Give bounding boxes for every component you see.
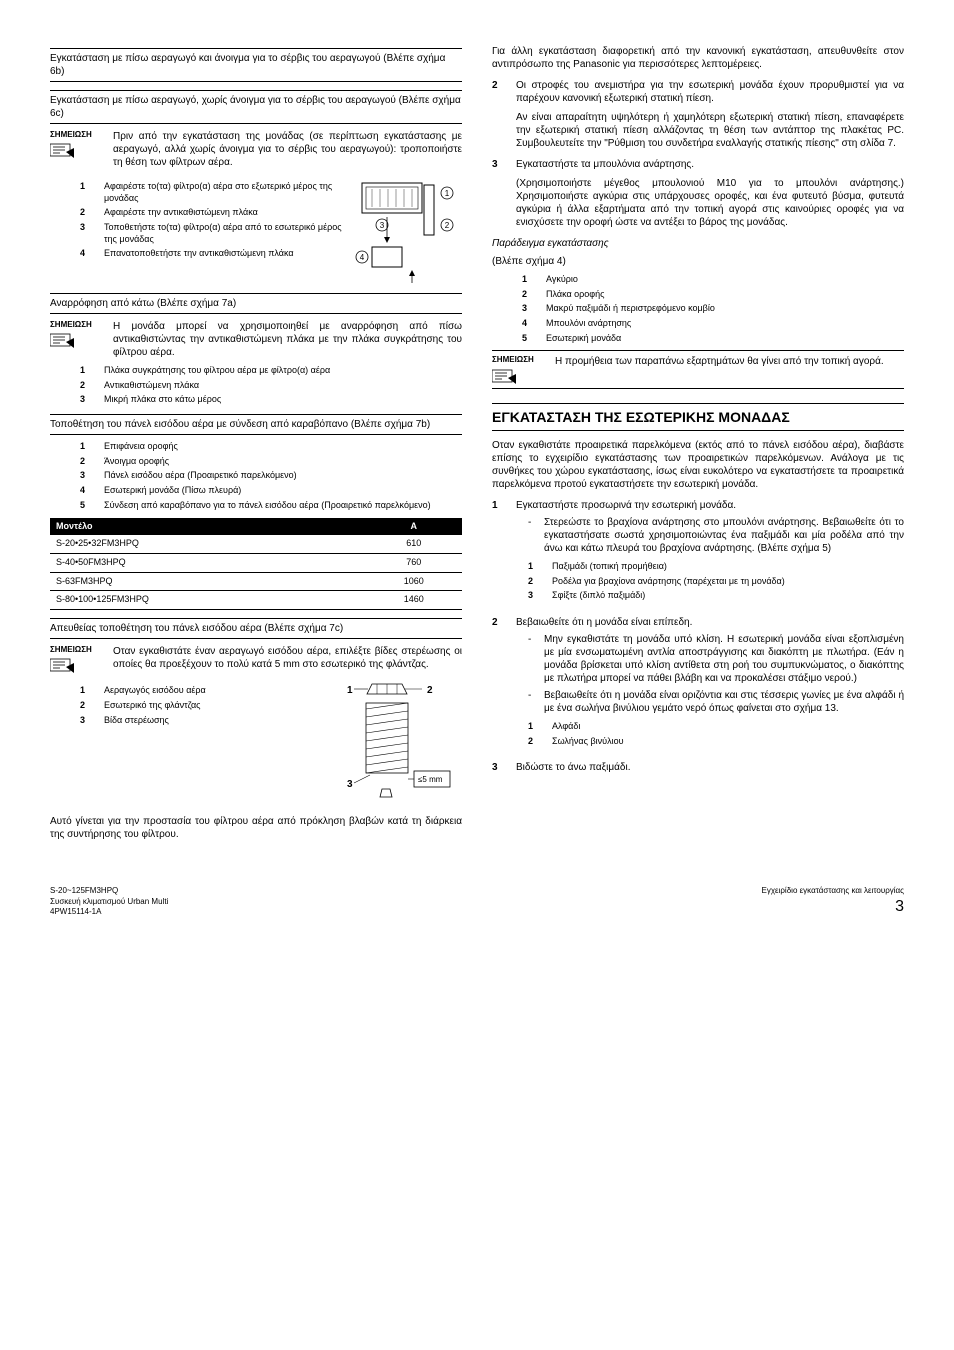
note-body: Οταν εγκαθιστάτε έναν αεραγωγό εισόδου α… (113, 645, 462, 671)
note-box: ΣΗΜΕΙΩΣΗ Η προμήθεια των παραπάνω εξαρτη… (492, 350, 904, 388)
svg-text:2: 2 (427, 685, 433, 696)
svg-text:3: 3 (380, 221, 385, 230)
step: 2 Οι στροφές του ανεμιστήρα για την εσωτ… (492, 79, 904, 150)
note-label: ΣΗΜΕΙΩΣΗ (492, 355, 547, 365)
main-heading: ΕΓΚΑΤΑΣΤΑΣΗ ΤΗΣ ΕΣΩΤΕΡΙΚΗΣ ΜΟΝΑΔΑΣ (492, 403, 904, 431)
filter-diagram: 1 3 2 4 (352, 175, 462, 285)
svg-text:1: 1 (445, 189, 450, 198)
footer-product: Συσκευή κλιματισμού Urban Multi (50, 897, 168, 907)
note-box: ΣΗΜΕΙΩΣΗ Οταν εγκαθιστάτε έναν αεραγωγό … (50, 645, 462, 673)
body-text: Για άλλη εγκατάσταση διαφορετική από την… (492, 45, 904, 71)
table-header: Μοντέλο (50, 518, 366, 536)
svg-text:3: 3 (347, 779, 353, 790)
footer-docnum: 4PW15114-1A (50, 907, 168, 917)
model-table: Μοντέλο A S-20•25•32FM3HPQ610 S-40•50FM3… (50, 518, 462, 610)
note-icon (50, 657, 74, 673)
note-icon (492, 368, 516, 384)
svg-text:≤5 mm: ≤5 mm (418, 775, 443, 784)
section-header: Τοποθέτηση του πάνελ εισόδου αέρα με σύν… (50, 414, 462, 435)
note-box: ΣΗΜΕΙΩΣΗ Η μονάδα μπορεί να χρησιμοποιηθ… (50, 320, 462, 359)
table-row: S-80•100•125FM3HPQ1460 (50, 591, 462, 610)
table-row: S-63FM3HPQ1060 (50, 572, 462, 591)
svg-text:4: 4 (360, 253, 365, 262)
section-header: Εγκατάσταση με πίσω αεραγωγό, χωρίς άνοι… (50, 90, 462, 124)
table-header: A (366, 518, 462, 536)
example-ref: (Βλέπε σχήμα 4) (492, 255, 904, 268)
section-header: Απευθείας τοποθέτηση του πάνελ εισόδου α… (50, 618, 462, 639)
step: 2 Βεβαιωθείτε ότι η μονάδα είναι επίπεδη… (492, 616, 904, 753)
note-label: ΣΗΜΕΙΩΣΗ (50, 320, 105, 330)
note-body: Η μονάδα μπορεί να χρησιμοποιηθεί με ανα… (113, 320, 462, 359)
table-row: S-20•25•32FM3HPQ610 (50, 535, 462, 553)
section-header: Αναρρόφηση από κάτω (Βλέπε σχήμα 7a) (50, 293, 462, 314)
table-row: S-40•50FM3HPQ760 (50, 553, 462, 572)
step: 3 Εγκαταστήστε τα μπουλόνια ανάρτησης. (… (492, 158, 904, 229)
note-body: Η προμήθεια των παραπάνω εξαρτημάτων θα … (555, 355, 904, 368)
section-header: Εγκατάσταση με πίσω αεραγωγό και άνοιγμα… (50, 48, 462, 82)
body-text: Οταν εγκαθιστάτε προαιρετικά παρελκόμενα… (492, 439, 904, 491)
numbered-list: 1Αφαιρέστε το(τα) φίλτρο(α) αέρα στο εξω… (80, 181, 342, 260)
note-body: Πριν από την εγκατάσταση της μονάδας (σε… (113, 130, 462, 169)
svg-text:1: 1 (347, 685, 353, 696)
note-label: ΣΗΜΕΙΩΣΗ (50, 645, 105, 655)
numbered-list: 1Αγκύριο 2Πλάκα οροφής 3Μακρύ παξιμάδι ή… (522, 274, 904, 344)
numbered-list: 1Πλάκα συγκράτησης του φίλτρου αέρα με φ… (80, 365, 462, 406)
note-label: ΣΗΜΕΙΩΣΗ (50, 130, 105, 140)
note-icon (50, 142, 74, 158)
svg-text:2: 2 (445, 221, 450, 230)
step: 1 Εγκαταστήστε προσωρινά την εσωτερική μ… (492, 499, 904, 608)
page-footer: S-20~125FM3HPQ Συσκευή κλιματισμού Urban… (50, 886, 904, 917)
footer-model: S-20~125FM3HPQ (50, 886, 168, 896)
numbered-list: 1Αεραγωγός εισόδου αέρα 2Εσωτερικό της φ… (80, 685, 322, 726)
duct-diagram: 1 2 3 ≤5 mm (332, 679, 462, 809)
note-box: ΣΗΜΕΙΩΣΗ Πριν από την εγκατάσταση της μο… (50, 130, 462, 169)
footer-doctype: Εγχειρίδιο εγκατάστασης και λειτουργίας (762, 886, 905, 896)
body-text: Αυτό γίνεται για την προστασία του φίλτρ… (50, 815, 462, 841)
step: 3 Βιδώστε το άνω παξιμάδι. (492, 761, 904, 774)
page-number: 3 (762, 897, 905, 918)
note-icon (50, 332, 74, 348)
numbered-list: 1Επιφάνεια οροφής 2Άνοιγμα οροφής 3Πάνελ… (80, 441, 462, 511)
example-title: Παράδειγμα εγκατάστασης (492, 237, 904, 250)
